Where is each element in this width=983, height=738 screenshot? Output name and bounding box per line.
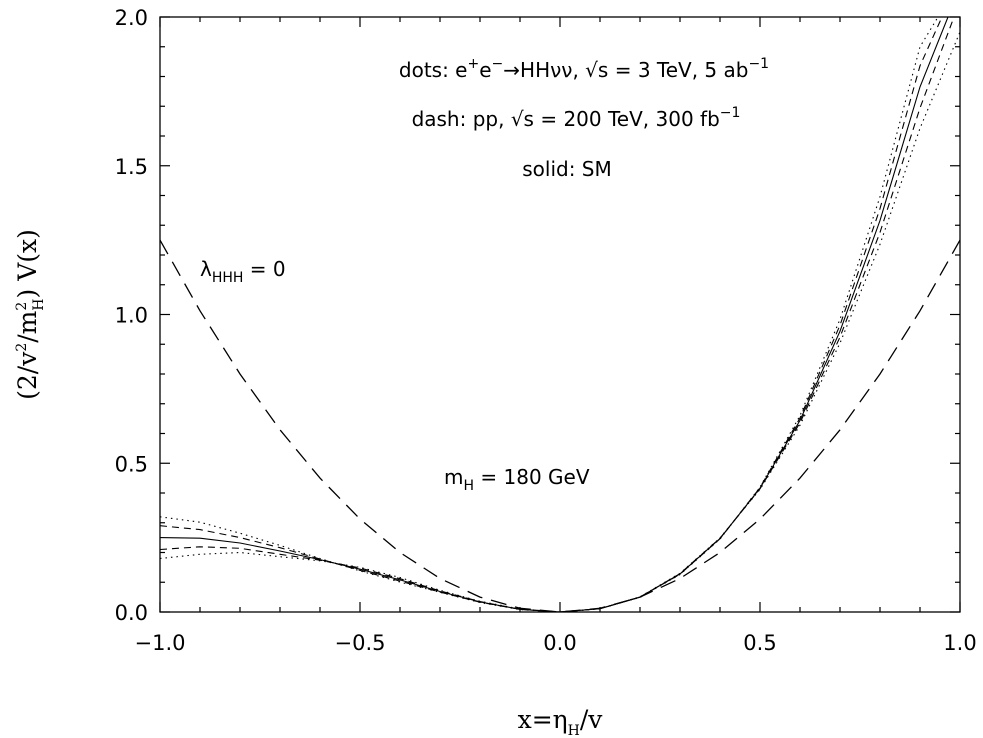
legend-entry-dots: dots: e+e−→HHνν, √s = 3 TeV, 5 ab−1 (399, 56, 769, 82)
series-line-dot-3 (160, 17, 939, 612)
legend-dash-prefix: dash: pp, (412, 107, 511, 131)
x-tick-label: 0.0 (543, 631, 576, 655)
y-tick-label: 0.5 (115, 452, 148, 476)
legend-dots-tail: = 3 TeV, 5 ab (608, 58, 748, 82)
x-axis-label: x=ηH/v (518, 705, 604, 738)
y-tick-label: 1.5 (115, 155, 148, 179)
y-tick-label: 2.0 (115, 6, 148, 30)
legend-dots-sup-minus: − (492, 56, 504, 72)
y-axis-label-p1: (2/v (13, 351, 42, 400)
x-axis-label-eta: η (553, 705, 568, 734)
annotation-mass: mH = 180 GeV (444, 465, 590, 494)
annotation-mass-symbol: m (444, 465, 463, 489)
legend-dots-prefix: dots: e (399, 58, 468, 82)
annotation-mass-sub: H (463, 478, 474, 494)
x-tick-label: 1.0 (943, 631, 976, 655)
x-axis-label-tail: /v (580, 705, 603, 734)
legend-dots-sup-lumi: −1 (748, 56, 769, 72)
legend-dash-tail: = 200 TeV, 300 fb (534, 107, 720, 131)
y-axis-label-sup-m: 2 (14, 302, 30, 311)
annotation-lambda: λHHH = 0 (200, 257, 286, 286)
x-tick-label: −0.5 (335, 631, 386, 655)
legend-dots-process: →HHνν, (503, 58, 585, 82)
x-axis-label-main: x= (518, 705, 553, 734)
x-axis-label-sub: H (568, 723, 580, 738)
y-tick-label: 1.0 (115, 304, 148, 328)
series-line-solid-0 (160, 17, 949, 612)
y-tick-label: 0.0 (115, 601, 148, 625)
y-axis-label: (2/v2/m2H) V(x) (13, 229, 47, 400)
series-line-dash-1 (160, 17, 943, 612)
series-line-dot-4 (160, 31, 960, 612)
y-axis-label-p3: /m (13, 310, 42, 342)
legend-dots-e: e (479, 58, 491, 82)
tick-marks (159, 16, 961, 613)
annotation-lambda-symbol: λ (200, 257, 212, 281)
legend-dots-sqrt: √s (585, 58, 608, 82)
x-tick-label: −1.0 (135, 631, 186, 655)
legend-dash-sup-lumi: −1 (720, 105, 741, 121)
x-tick-label: 0.5 (743, 631, 776, 655)
series-line-longdash-5 (160, 239, 960, 612)
curves-group (160, 17, 960, 612)
y-axis-label-sup-v: 2 (14, 343, 30, 352)
annotation-lambda-sub: HHH (212, 270, 244, 286)
legend-dash-sqrt: √s (511, 107, 534, 131)
annotation-mass-value: = 180 GeV (474, 465, 590, 489)
series-line-dash-2 (160, 17, 955, 612)
legend-dots-sup-plus: + (467, 56, 479, 72)
y-axis-label-sub-h: H (31, 298, 47, 310)
legend-entry-dash: dash: pp, √s = 200 TeV, 300 fb−1 (412, 105, 741, 131)
y-axis-label-p6: ) V(x) (13, 229, 42, 298)
annotation-lambda-value: = 0 (243, 257, 285, 281)
legend-entry-solid: solid: SM (522, 157, 612, 181)
